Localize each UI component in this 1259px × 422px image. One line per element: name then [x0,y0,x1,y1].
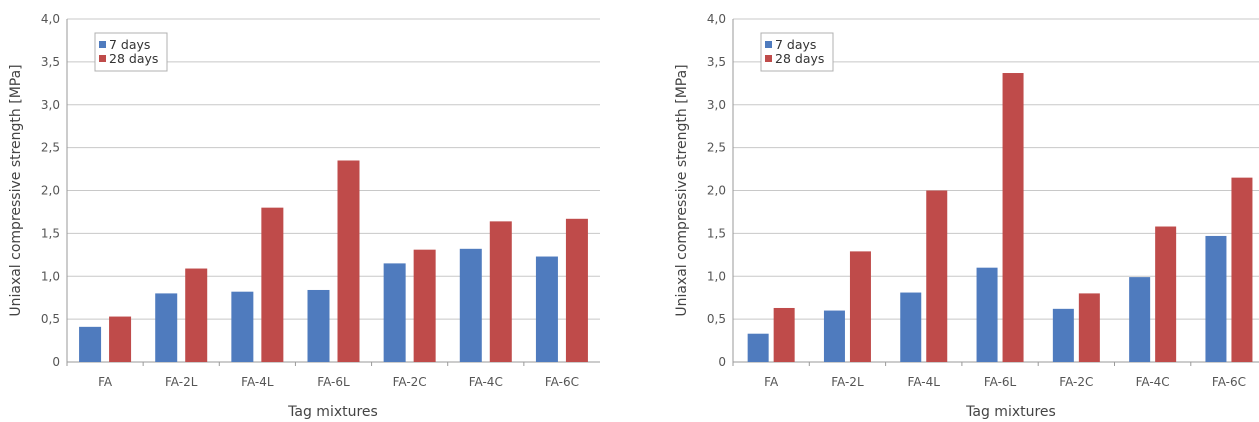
right-bar-7d [747,333,769,362]
left-y-axis-title: Uniaxal compressive strength [MPa] [8,64,24,316]
chart-left-svg: 0 0,5 1,0 1,5 2,0 2,5 3,0 3,5 4,0 FA FA-2L FA-4L FA-… [8,12,600,420]
right-bar-28d [849,251,871,362]
left-bar-7d [231,291,254,362]
left-xtick-label: FA-2L [165,375,198,389]
left-ytick-label: 1,0 [41,269,60,283]
left-bar-7d [459,248,482,362]
right-xtick-label: FA-2L [831,375,864,389]
right-ytick-label: 2,5 [707,141,726,155]
right-ytick-label: 1,5 [707,226,726,240]
right-bar-7d [900,292,922,362]
left-xtick-label: FA-6C [545,375,579,389]
right-ytick-label: 0 [718,355,726,369]
right-legend-label: 7 days [775,37,816,52]
left-bar-7d [535,256,558,362]
left-ytick-label: 3,5 [41,55,60,69]
left-xtick-label: FA-6L [317,375,350,389]
left-xtick-label: FA-4C [469,375,503,389]
right-ytick-label: 0,5 [707,312,726,326]
right-bar-7d [1205,235,1227,362]
right-legend-swatch [765,41,772,48]
left-legend-swatch [99,41,106,48]
chart-right-svg: 0 0,5 1,0 1,5 2,0 2,5 3,0 3,5 4,0 FA FA-2L FA-4L FA-… [674,12,1259,420]
right-legend-box [760,32,834,72]
left-ytick-label: 4,0 [41,12,60,26]
left-bar-28d [337,160,360,362]
right-ytick-label: 3,0 [707,98,726,112]
right-bar-28d [1155,226,1177,362]
left-legend-label: 7 days [109,37,150,52]
left-xtick-label: FA-4L [241,375,274,389]
chart-right: 0 0,5 1,0 1,5 2,0 2,5 3,0 3,5 4,0 FA FA-2L FA-4L FA-… [629,0,1259,422]
left-ytick-label: 2,0 [41,184,60,198]
left-bar-28d [489,221,512,362]
left-ytick-label: 3,0 [41,98,60,112]
left-xtick-label: FA-2C [393,375,427,389]
left-ytick-label: 1,5 [41,226,60,240]
right-legend-swatch [765,55,772,62]
right-ytick-label: 2,0 [707,184,726,198]
right-xtick-label: FA-2C [1059,375,1093,389]
left-legend-swatch [99,55,106,62]
left-ytick-label: 0,5 [41,312,60,326]
left-bar-28d [185,268,208,362]
left-bar-28d [109,316,132,362]
left-legend-box [94,32,168,72]
right-ytick-label: 1,0 [707,269,726,283]
left-bar-28d [261,207,284,362]
right-bar-28d [1002,73,1024,363]
left-legend-label: 28 days [109,51,158,66]
right-xtick-label: FA-4C [1136,375,1170,389]
left-x-axis-title: Tag mixtures [287,404,378,420]
right-x-axis-title: Tag mixtures [965,404,1056,420]
left-bar-7d [307,289,330,362]
left-xtick-label: FA [98,375,113,389]
chart-left: 0 0,5 1,0 1,5 2,0 2,5 3,0 3,5 4,0 FA FA-2L FA-4L FA-… [0,0,629,422]
right-xtick-label: FA-6C [1212,375,1246,389]
right-bar-28d [773,307,795,362]
right-bar-28d [1078,293,1100,362]
right-bar-7d [823,310,845,362]
right-bar-28d [926,190,948,362]
right-xtick-label: FA [764,375,779,389]
right-bar-7d [1052,308,1074,362]
left-ytick-label: 2,5 [41,141,60,155]
right-legend-label: 28 days [775,51,824,66]
left-bar-28d [413,249,436,362]
right-ytick-label: 3,5 [707,55,726,69]
right-ytick-label: 4,0 [707,12,726,26]
right-xtick-label: FA-6L [984,375,1017,389]
left-bar-7d [155,293,178,362]
right-y-axis-title: Uniaxal compressive strength [MPa] [674,64,690,316]
right-bar-7d [976,267,998,362]
right-bar-7d [1129,277,1151,362]
right-bar-28d [1231,177,1253,362]
left-ytick-label: 0 [52,355,60,369]
left-bar-7d [79,326,102,362]
left-bar-7d [383,263,406,362]
right-xtick-label: FA-4L [908,375,941,389]
left-bar-28d [565,218,588,362]
